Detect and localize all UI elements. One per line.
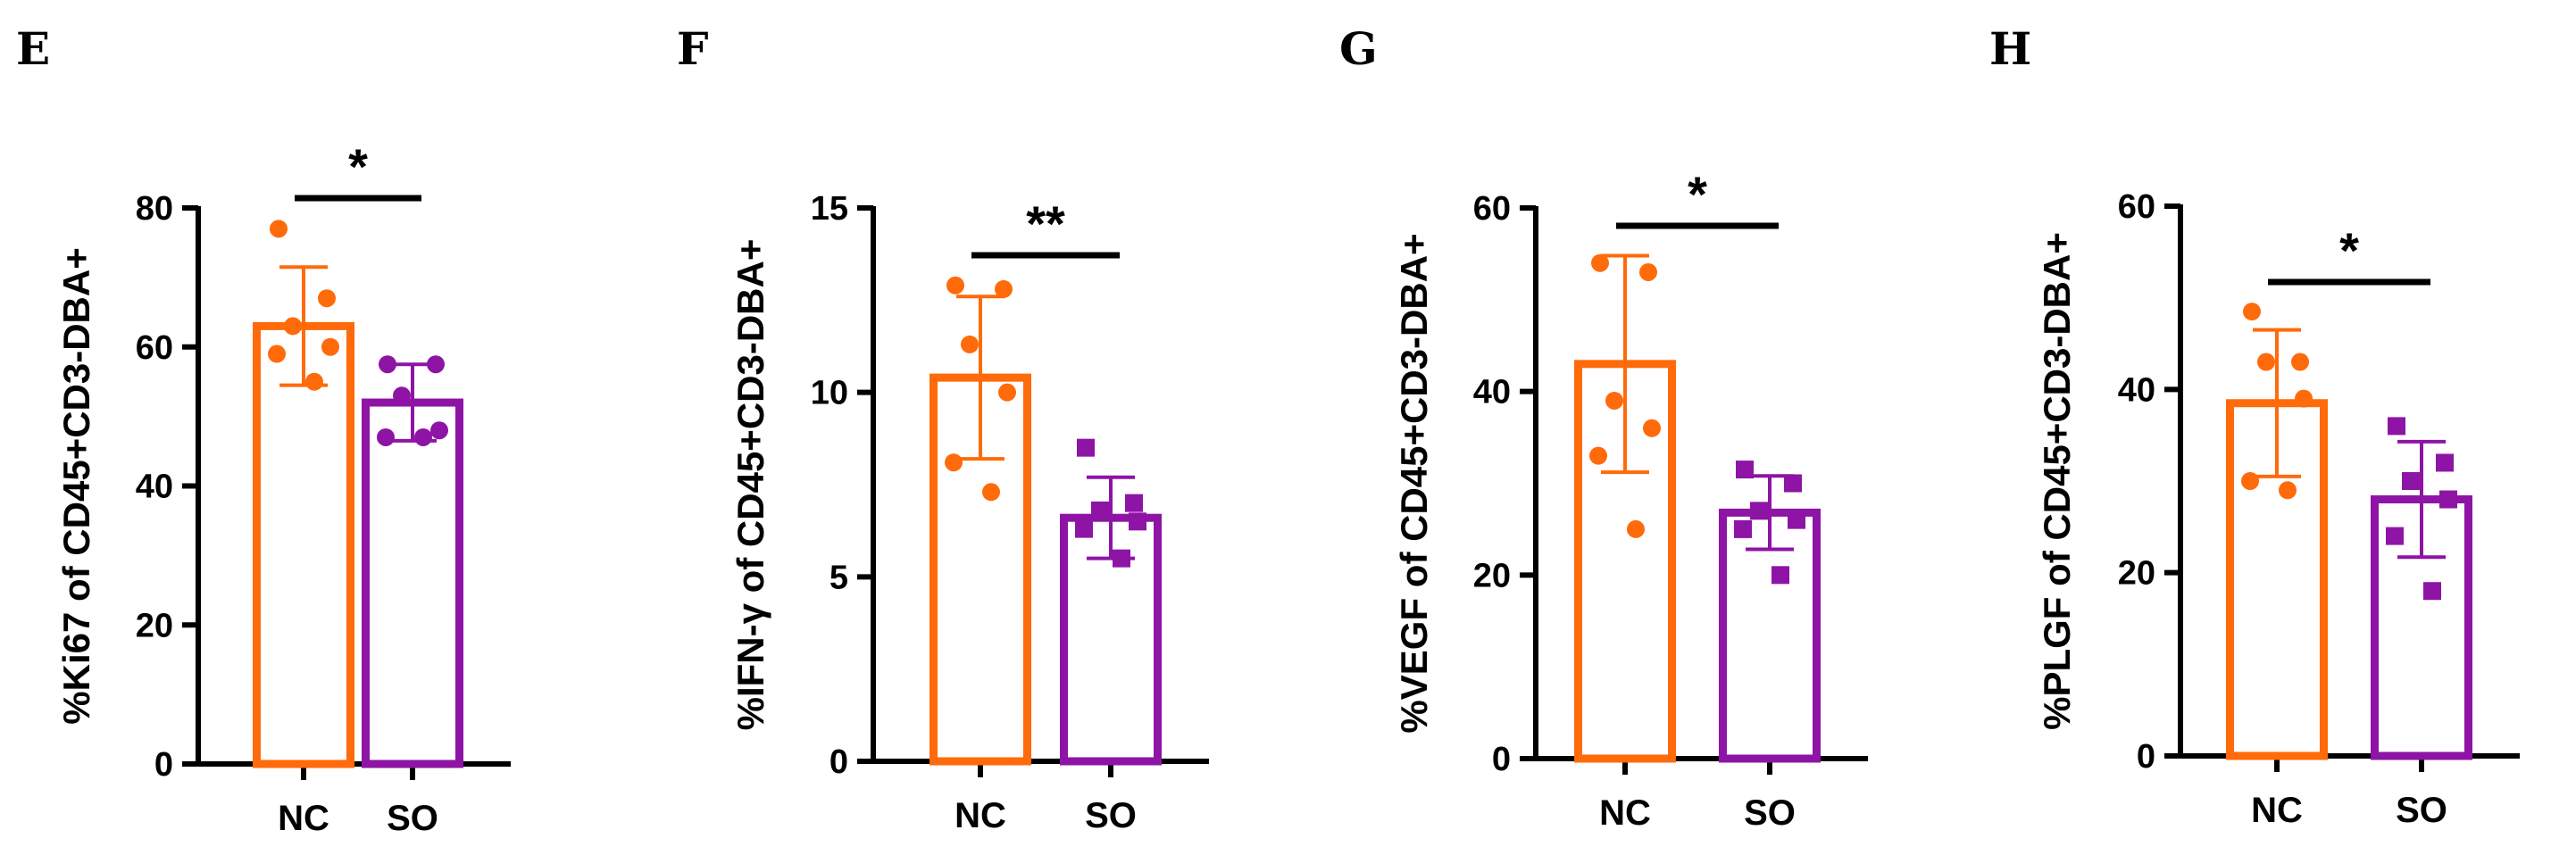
category-label: NC bbox=[955, 796, 1006, 835]
data-point bbox=[946, 276, 964, 295]
data-point bbox=[1077, 438, 1095, 457]
y-tick-label: 40 bbox=[1473, 374, 1511, 411]
y-tick-label: 0 bbox=[154, 746, 173, 784]
y-tick-label: 10 bbox=[811, 375, 848, 412]
data-point bbox=[2257, 353, 2275, 371]
data-point bbox=[2423, 582, 2441, 601]
y-tick-label: 20 bbox=[136, 607, 173, 644]
data-point bbox=[321, 337, 339, 356]
data-point bbox=[1772, 566, 1789, 585]
data-point bbox=[1091, 501, 1109, 519]
y-tick-label: 0 bbox=[829, 743, 848, 781]
chart-panel-f: F 0 5 10 15 %IFN-γ of CD45+CD3-DBA+ NC SO ** bbox=[677, 22, 1209, 835]
category-label: SO bbox=[2396, 791, 2447, 830]
data-point bbox=[393, 386, 411, 405]
y-tick-label: 0 bbox=[1492, 741, 1511, 778]
data-point bbox=[1734, 519, 1752, 538]
data-point bbox=[2243, 303, 2261, 321]
data-point bbox=[1129, 512, 1146, 531]
category-label: SO bbox=[1085, 796, 1137, 835]
y-axis-label: %Ki67 of CD45+CD3-DBA+ bbox=[55, 247, 97, 724]
data-point bbox=[1125, 494, 1143, 512]
data-point bbox=[1591, 253, 1609, 272]
panel-letter: F bbox=[677, 22, 709, 75]
y-axis-label: %VEGF of CD45+CD3-DBA+ bbox=[1393, 233, 1435, 733]
data-point bbox=[995, 279, 1013, 298]
data-point bbox=[961, 335, 979, 353]
bar-so bbox=[362, 398, 463, 768]
y-axis-label: %PLGF of CD45+CD3-DBA+ bbox=[2036, 232, 2078, 730]
y-tick-label: 5 bbox=[829, 559, 848, 596]
y-tick-label: 60 bbox=[2118, 188, 2155, 226]
data-point bbox=[430, 421, 448, 440]
data-point bbox=[1750, 502, 1768, 520]
y-tick-label: 15 bbox=[811, 190, 848, 228]
data-point bbox=[2241, 472, 2259, 490]
data-point bbox=[945, 453, 963, 472]
significance-label: * bbox=[1688, 166, 1707, 222]
data-point bbox=[1113, 549, 1130, 568]
data-point bbox=[2386, 527, 2404, 545]
significance-label: ** bbox=[1026, 195, 1065, 252]
data-point bbox=[2388, 417, 2405, 436]
data-point bbox=[1639, 262, 1657, 281]
data-point bbox=[2295, 389, 2313, 408]
chart-panel-g: G 0 20 40 60 %VEGF of CD45+CD3-DBA+ NC SO * bbox=[1339, 22, 1868, 833]
y-tick-label: 20 bbox=[1473, 557, 1511, 594]
data-point bbox=[1075, 519, 1093, 538]
category-label: NC bbox=[278, 799, 329, 838]
data-point bbox=[318, 289, 336, 308]
significance-label: * bbox=[2339, 222, 2359, 278]
data-point bbox=[1589, 446, 1607, 465]
y-tick-label: 20 bbox=[2118, 555, 2155, 593]
data-point bbox=[1736, 461, 1754, 479]
y-axis-label: %IFN-γ of CD45+CD3-DBA+ bbox=[729, 239, 771, 731]
panel-letter: E bbox=[16, 22, 50, 75]
data-point bbox=[998, 383, 1016, 402]
y-tick-label: 60 bbox=[1473, 190, 1511, 228]
data-point bbox=[284, 317, 302, 336]
y-tick-label: 0 bbox=[2137, 738, 2155, 776]
data-point bbox=[2402, 472, 2420, 490]
data-point bbox=[2436, 453, 2454, 472]
data-point bbox=[414, 428, 432, 446]
chart-panel-e: E 0 20 40 60 80 %Ki67 of CD45+CD3-DBA+ NC SO * bbox=[16, 22, 511, 838]
category-label: SO bbox=[387, 799, 438, 838]
data-point bbox=[1605, 391, 1623, 410]
data-point bbox=[379, 355, 396, 374]
data-point bbox=[2279, 481, 2297, 500]
data-point bbox=[982, 483, 1000, 502]
category-label: SO bbox=[1744, 793, 1796, 833]
data-point bbox=[305, 372, 323, 391]
data-point bbox=[2291, 353, 2309, 371]
data-point bbox=[268, 344, 286, 363]
data-point bbox=[377, 428, 395, 446]
category-label: NC bbox=[2251, 791, 2303, 830]
data-point bbox=[2439, 490, 2457, 509]
y-tick-label: 60 bbox=[136, 329, 173, 367]
panel-letter: G bbox=[1339, 22, 1378, 75]
panel-letter: H bbox=[1989, 22, 2031, 75]
data-point bbox=[427, 355, 445, 374]
bar-nc bbox=[253, 321, 354, 768]
y-tick-label: 40 bbox=[2118, 371, 2155, 409]
data-point bbox=[1643, 419, 1661, 437]
category-label: NC bbox=[1599, 793, 1651, 833]
data-point bbox=[1784, 474, 1802, 493]
y-tick-label: 40 bbox=[136, 469, 173, 506]
significance-label: * bbox=[348, 138, 368, 195]
data-point bbox=[1627, 519, 1645, 538]
data-point bbox=[1788, 511, 1805, 529]
y-tick-label: 80 bbox=[136, 190, 173, 228]
data-point bbox=[270, 220, 288, 238]
chart-panel-h: H 0 20 40 60 %PLGF of CD45+CD3-DBA+ NC SO * bbox=[1989, 22, 2520, 830]
